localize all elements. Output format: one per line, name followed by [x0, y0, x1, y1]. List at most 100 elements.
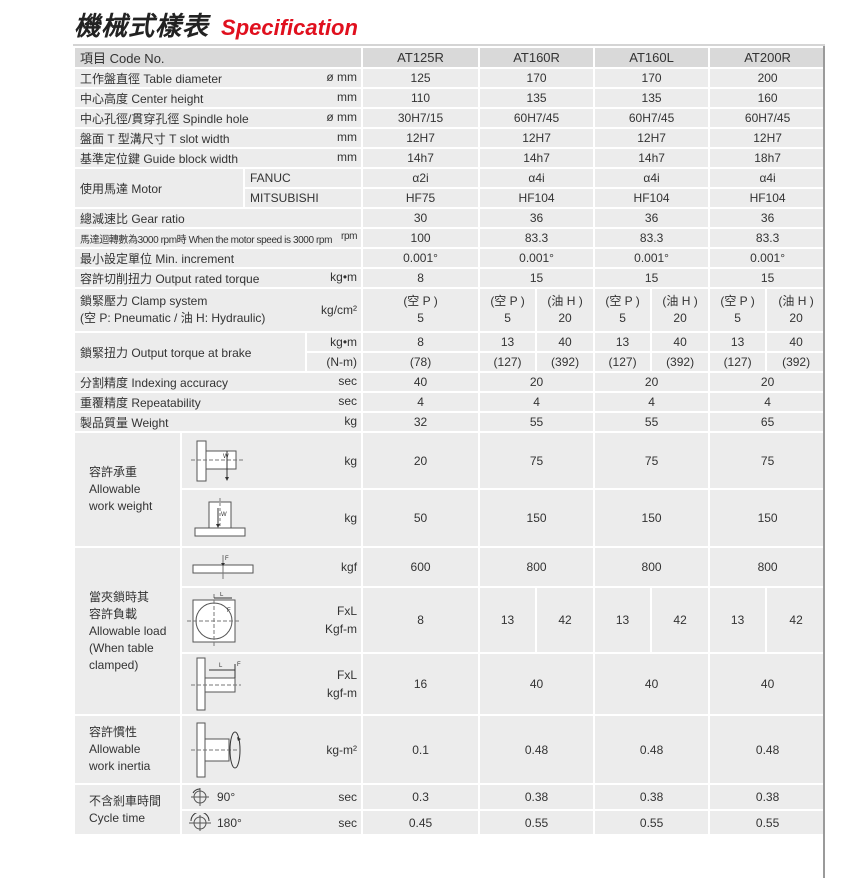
- value-cell: 4: [708, 391, 828, 413]
- value-cell: 75: [478, 431, 596, 490]
- value-cell: 75: [708, 431, 828, 490]
- sub-label: MITSUBISHI: [242, 187, 364, 209]
- svg-text:L: L: [219, 663, 223, 669]
- model-header: AT200R: [708, 46, 828, 69]
- value-cell: (392): [535, 351, 596, 373]
- value-cell: 15: [478, 267, 596, 289]
- unit: kg: [344, 453, 358, 468]
- model-header: AT160R: [478, 46, 596, 69]
- value-cell: 0.55: [708, 809, 828, 836]
- value-cell: 800: [593, 546, 711, 588]
- value-cell: α4i: [708, 167, 828, 189]
- unit: sec: [338, 815, 358, 830]
- svg-text:W: W: [221, 512, 227, 518]
- value-cell: 16: [361, 652, 481, 716]
- value-cell: HF104: [478, 187, 596, 209]
- value-cell: 30H7/15: [361, 107, 481, 129]
- value-cell: 18h7: [708, 147, 828, 169]
- value-cell: 40: [478, 652, 596, 716]
- row-t-slot: 盤面 T 型溝尺寸 T slot width mm 12H7 12H7 12H7 …: [72, 127, 828, 149]
- value-cell: 13: [478, 331, 538, 353]
- value-cell: 50: [361, 488, 481, 548]
- row-label: 工作盤直徑 Table diameter ø mm: [72, 67, 364, 89]
- value-cell: HF104: [593, 187, 711, 209]
- value-cell: 20: [593, 371, 711, 393]
- value-cell: 150: [708, 488, 828, 548]
- angle-label: 90°: [217, 790, 236, 804]
- figure-cell: kg-m²: [179, 714, 364, 785]
- value-cell: 0.48: [478, 714, 596, 785]
- header-label: 項目 Code No.: [72, 46, 364, 69]
- value-cell: 13: [708, 586, 768, 654]
- value-cell: 4: [361, 391, 481, 413]
- row-label: 容許慣性 Allowable work inertia: [73, 714, 182, 785]
- row-label: 分割精度 Indexing accuracy sec: [72, 371, 364, 393]
- value-cell: 65: [708, 411, 828, 433]
- value-cell: 40: [535, 331, 596, 353]
- value-cell: 12H7: [708, 127, 828, 149]
- value-cell: 160: [708, 87, 828, 109]
- value-cell: (油 H ) 20: [650, 287, 711, 333]
- row-work-weight-vertical: 容許承重 Allowable work weight W kg 20 75 75 7…: [73, 431, 828, 548]
- value-cell: (392): [765, 351, 828, 373]
- value-cell: 200: [708, 67, 828, 89]
- unit: mm: [337, 89, 358, 104]
- value-cell: 170: [593, 67, 711, 89]
- row-motor-fanuc: 使用馬達 Motor FANUC α2i α4i α4i α4i: [73, 167, 828, 209]
- row-label: 容許承重 Allowable work weight: [73, 431, 182, 548]
- value-cell: 60H7/45: [478, 107, 596, 129]
- row-gear-ratio: 總減速比 Gear ratio 30 36 36 36: [72, 207, 828, 229]
- row-label: 製品質量 Weight kg: [72, 411, 364, 433]
- row-label: 當夾鎖時其 容許負載 Allowable load (When table clampe…: [73, 546, 182, 716]
- svg-text:L: L: [220, 592, 224, 598]
- row-weight: 製品質量 Weight kg 32 55 55 65: [72, 411, 828, 433]
- value-cell: 20: [478, 371, 596, 393]
- value-cell: 40: [650, 331, 711, 353]
- unit: sec: [338, 373, 358, 388]
- value-cell: 135: [478, 87, 596, 109]
- value-cell: 150: [593, 488, 711, 548]
- value-cell: 42: [535, 586, 596, 654]
- value-cell: 42: [650, 586, 711, 654]
- row-label: 容許切削扭力 Output rated torque kg•m: [72, 267, 364, 289]
- value-cell: 42: [765, 586, 828, 654]
- value-cell: 83.3: [478, 227, 596, 249]
- value-cell: (392): [650, 351, 711, 373]
- value-cell: 75: [593, 431, 711, 490]
- svg-text:F: F: [225, 556, 229, 562]
- value-cell: 110: [361, 87, 481, 109]
- row-min-increment: 最小設定單位 Min. increment 0.001° 0.001° 0.00…: [72, 247, 828, 269]
- row-label: 最小設定單位 Min. increment: [72, 247, 364, 269]
- row-label: 盤面 T 型溝尺寸 T slot width mm: [72, 127, 364, 149]
- table-top-bar: [73, 44, 825, 47]
- value-cell: 15: [708, 267, 828, 289]
- title-en: Specification: [221, 15, 358, 40]
- value-cell: 0.45: [361, 809, 481, 836]
- value-cell: 4: [478, 391, 596, 413]
- value-cell: 60H7/45: [708, 107, 828, 129]
- value-cell: 0.001°: [478, 247, 596, 269]
- row-indexing: 分割精度 Indexing accuracy sec 40 20 20 20: [72, 371, 828, 393]
- vertical-load-diagram-icon: W: [191, 440, 243, 481]
- row-label: 馬達迴轉數為3000 rpm時 When the motor speed is …: [72, 227, 364, 249]
- value-cell: 800: [708, 546, 828, 588]
- value-cell: 40: [765, 331, 828, 353]
- angle-label: 180°: [217, 815, 242, 830]
- unit: FxL Kgf-m: [325, 604, 358, 636]
- value-cell: 0.38: [593, 783, 711, 811]
- value-cell: 4: [593, 391, 711, 413]
- value-cell: 0.38: [478, 783, 596, 811]
- value-cell: α2i: [361, 167, 481, 189]
- row-repeatability: 重覆精度 Repeatability sec 4 4 4 4: [72, 391, 828, 413]
- figure-cell: 90° sec: [179, 783, 364, 811]
- sub-label: FANUC: [242, 167, 364, 189]
- value-cell: 13: [708, 331, 768, 353]
- value-cell: 15: [593, 267, 711, 289]
- value-cell: 55: [478, 411, 596, 433]
- value-cell: (78): [361, 351, 481, 373]
- value-cell: α4i: [593, 167, 711, 189]
- value-cell: 13: [593, 586, 653, 654]
